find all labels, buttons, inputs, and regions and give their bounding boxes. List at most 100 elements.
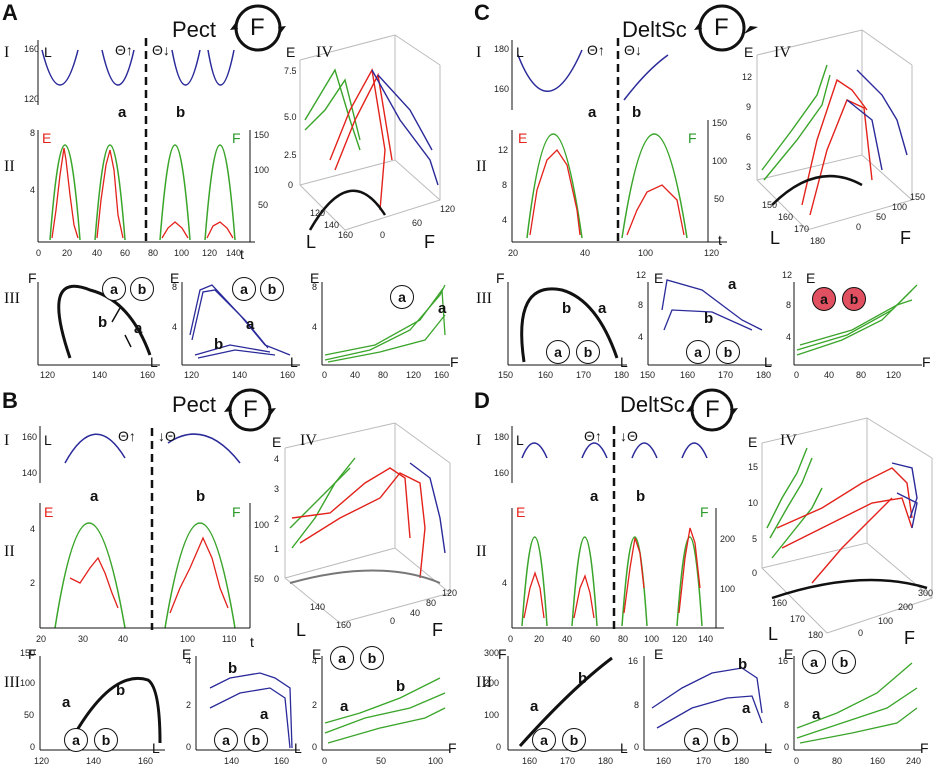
- f3d-tick: 120: [442, 588, 458, 598]
- ef-xtick: 160: [870, 756, 886, 766]
- ef-f-label: F: [922, 354, 931, 370]
- f-tick: 100: [712, 156, 728, 166]
- ef-ytick: 4: [312, 322, 318, 332]
- panel-b-graphics: [39, 388, 451, 751]
- el-l-label: L: [764, 740, 772, 756]
- circle-b: b: [130, 277, 154, 301]
- f3d-tick: 0: [380, 230, 386, 240]
- l3d-tick: 180: [810, 236, 826, 246]
- row-label-3: III: [4, 290, 20, 307]
- fl-l-label: L: [152, 740, 160, 756]
- row-label-3: III: [4, 674, 20, 691]
- e-tick: 12: [498, 145, 509, 155]
- z3d-tick: 5.0: [284, 112, 297, 122]
- el-ytick: 12: [636, 270, 647, 280]
- label-a: a: [118, 104, 127, 121]
- fl-xtick: 140: [92, 370, 108, 380]
- fl-b: b: [116, 682, 126, 699]
- x-tick: 110: [222, 634, 237, 644]
- ef-ytick: 0: [312, 742, 318, 752]
- ef-xtick: 0: [794, 370, 800, 380]
- ef-xtick: 40: [824, 370, 835, 380]
- ef-ytick: 4: [312, 656, 318, 666]
- el-e-label: E: [182, 646, 192, 662]
- el-a: a: [260, 706, 269, 723]
- z3d-tick: 0: [274, 574, 280, 584]
- l3d-tick: 150: [762, 200, 778, 210]
- f-tick: 50: [258, 200, 269, 210]
- circle-a: a: [684, 728, 708, 752]
- l3d-tick: 160: [772, 598, 788, 608]
- e-tick: 4: [30, 524, 36, 534]
- ef-xtick: 80: [378, 370, 389, 380]
- fl-l-label: L: [620, 740, 628, 756]
- ef-f-label: F: [450, 354, 459, 370]
- ef-e-label: E: [784, 646, 794, 662]
- label-b: b: [636, 488, 646, 505]
- ef-xtick: 240: [906, 756, 922, 766]
- l3d-label: L: [770, 228, 781, 248]
- z3d-tick: 6: [746, 132, 752, 142]
- fl-xtick: 160: [140, 370, 156, 380]
- fl-l-label: L: [620, 354, 628, 370]
- fl-xtick: 160: [522, 756, 538, 766]
- el-e-label: E: [654, 270, 664, 286]
- e3d-label: E: [286, 44, 296, 60]
- row-label-4: IV: [780, 432, 797, 449]
- l-tick: 120: [24, 94, 40, 104]
- ef-b: b: [396, 678, 406, 695]
- f3d-tick: 60: [412, 218, 423, 228]
- el-ytick: 4: [638, 332, 644, 342]
- e-axis-label: E: [42, 130, 52, 146]
- muscle-title: DeltSc: [620, 392, 685, 417]
- fl-f-label: F: [498, 646, 507, 662]
- f3d-tick: 120: [440, 204, 456, 214]
- force-symbol: F: [705, 396, 720, 423]
- el-xtick: 170: [718, 370, 734, 380]
- ef-ytick: 2: [312, 700, 318, 710]
- circle-a: a: [102, 277, 126, 301]
- fl-xtick: 170: [560, 756, 576, 766]
- el-ytick: 16: [628, 656, 639, 666]
- el-ytick: 4: [186, 656, 192, 666]
- label-b: b: [176, 104, 186, 121]
- fl-l-label: L: [150, 354, 158, 370]
- ef-xtick: 120: [886, 370, 902, 380]
- fl-ytick: 200: [484, 678, 500, 688]
- ef-e-label: E: [806, 270, 816, 286]
- row-label-4: IV: [300, 432, 317, 449]
- panel-letter: D: [474, 388, 490, 413]
- t-axis-label: t: [240, 246, 244, 262]
- l3d-tick: 160: [336, 620, 352, 630]
- circle-b: b: [576, 340, 600, 364]
- panel-c-graphics: [507, 4, 922, 366]
- panel-d: D DeltSc F I II III IV L Θ↑ ↓Θ a b E F 1…: [472, 388, 938, 770]
- fl-ytick: 100: [484, 710, 500, 720]
- el-a: a: [246, 316, 255, 333]
- el-xtick: 180: [756, 370, 772, 380]
- e3d-label: E: [272, 434, 282, 450]
- f-tick: 100: [254, 165, 270, 175]
- t-axis-label: t: [718, 232, 722, 248]
- el-a: a: [742, 700, 751, 717]
- x-tick: 0: [508, 634, 514, 644]
- fl-ytick: 0: [496, 742, 502, 752]
- el-b: b: [704, 310, 714, 327]
- x-tick: 30: [78, 634, 89, 644]
- label-a: a: [588, 104, 597, 121]
- x-tick: 20: [62, 248, 73, 258]
- circle-b: b: [832, 650, 856, 674]
- label-a: a: [590, 488, 599, 505]
- l3d-label: L: [296, 620, 307, 640]
- f3d-label: F: [432, 620, 443, 640]
- fl-xtick: 160: [538, 370, 554, 380]
- ef-xtick: 0: [322, 370, 328, 380]
- fl-ytick: 100: [20, 678, 36, 688]
- row-label-4: IV: [316, 44, 333, 61]
- label-b: b: [196, 488, 206, 505]
- e-axis-label: E: [518, 130, 528, 146]
- el-b: b: [738, 656, 748, 673]
- f3d-tick: 50: [876, 212, 887, 222]
- ef-ytick: 12: [782, 270, 793, 280]
- f3d-label: F: [904, 628, 915, 648]
